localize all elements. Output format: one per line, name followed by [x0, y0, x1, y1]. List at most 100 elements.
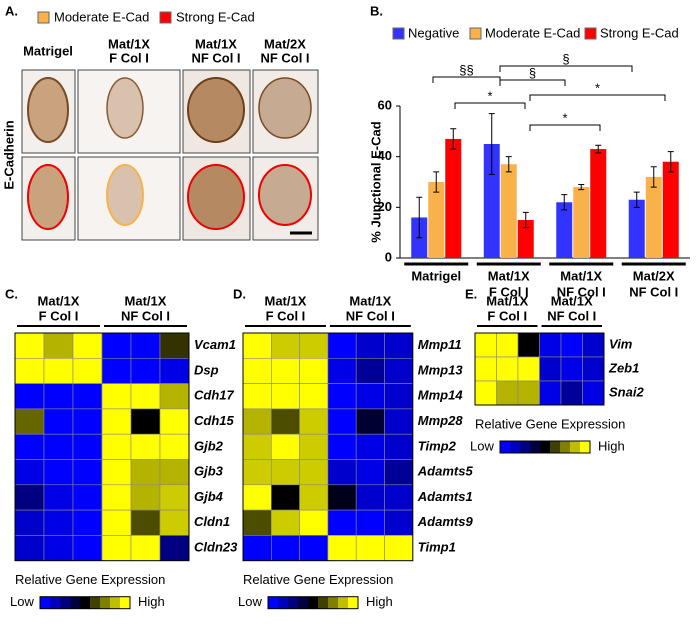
heatmap-cell [130, 509, 161, 536]
colorbar-swatch [530, 441, 540, 453]
row-label: Cdh15 [194, 413, 235, 428]
panel-label: A. [5, 3, 18, 18]
row-label: Vim [609, 336, 633, 351]
heatmap-cell [270, 357, 300, 384]
heatmap-cell [299, 535, 329, 562]
heatmap-cell [159, 459, 190, 486]
column-header: Mat/1X [349, 293, 391, 308]
cell-cluster [27, 77, 69, 143]
colorbar-swatch [500, 441, 510, 453]
colorbar-swatch [298, 596, 308, 609]
heatmap-cell [159, 509, 190, 536]
heatmap-cell [474, 332, 497, 358]
heatmap-cell [299, 383, 329, 410]
colorbar-high: High [366, 594, 393, 609]
row-label: Snai2 [609, 384, 644, 399]
heatmap-frame [242, 332, 414, 562]
significance-label: §§ [459, 62, 473, 77]
colorbar-title: Relative Gene Expression [243, 572, 393, 587]
heatmap-cell [270, 484, 300, 511]
column-header: NF Col I [191, 50, 240, 65]
row-label: Timp2 [418, 438, 457, 453]
row-label: Gjb3 [194, 464, 224, 479]
cell-cluster [27, 164, 69, 230]
significance-label: * [562, 110, 567, 125]
column-header: Mat/2X [264, 36, 306, 51]
heatmap-cell [327, 357, 357, 384]
heatmap-cell [582, 332, 605, 358]
heatmap-cell [130, 459, 161, 486]
colorbar-swatch [288, 596, 298, 609]
column-header: Mat/1X [108, 36, 150, 51]
heatmap-cell [242, 535, 272, 562]
bar [517, 220, 534, 258]
heatmap-cell [539, 380, 562, 406]
colorbar-frame [499, 440, 591, 454]
heatmap-cell [43, 357, 74, 384]
heatmap-cell [270, 535, 300, 562]
heatmap-cell [242, 509, 272, 536]
colorbar-title: Relative Gene Expression [15, 572, 165, 587]
legend-label: Strong E-Cad [176, 9, 255, 24]
heatmap-cell [43, 383, 74, 410]
heatmap-cell [270, 433, 300, 460]
heatmap-cell [496, 356, 519, 382]
heatmap-cell [159, 357, 190, 384]
row-label: Vcam1 [194, 337, 236, 352]
heatmap-cell [72, 332, 103, 359]
row-label: Mmp28 [418, 413, 464, 428]
colorbar-swatch [348, 596, 358, 609]
heatmap-cell [299, 484, 329, 511]
y-tick-label: 60 [378, 97, 392, 112]
colorbar-high: High [138, 594, 165, 609]
colorbar-swatch [550, 441, 560, 453]
significance-label: § [562, 51, 569, 66]
x-tick-label: NF Col I [557, 284, 606, 299]
heatmap-cell [270, 459, 300, 486]
error-bar [488, 113, 495, 175]
heatmap-cell [384, 535, 414, 562]
heatmap-cell [270, 332, 300, 359]
legend-swatch [392, 27, 405, 40]
colorbar-frame [267, 596, 359, 610]
error-bar [416, 196, 423, 239]
heatmap-cell [270, 509, 300, 536]
colorbar-swatch [318, 596, 328, 609]
y-tick-label: 40 [378, 148, 392, 163]
heatmap-cell [517, 356, 540, 382]
heatmap-cell [299, 357, 329, 384]
colorbar-swatch [510, 441, 520, 453]
heatmap-cell [582, 380, 605, 406]
heatmap-cell [327, 332, 357, 359]
heatmap-cell [327, 509, 357, 536]
heatmap-cell [560, 332, 583, 358]
heatmap-cell [72, 408, 103, 435]
bar [500, 164, 517, 258]
row-label: Adamts1 [417, 489, 473, 504]
bar [428, 182, 445, 258]
heatmap-cell [270, 383, 300, 410]
colorbar-swatch [100, 596, 110, 609]
bar [645, 176, 662, 258]
heatmap-cell [355, 509, 385, 536]
heatmap-cell [130, 332, 161, 359]
x-tick-label: F Col I [489, 284, 529, 299]
x-tick-label: NF Col I [629, 284, 678, 299]
row-label: Cdh17 [194, 388, 235, 403]
panel-a-images [21, 69, 319, 241]
colorbar-swatch [328, 596, 338, 609]
significance-label: * [595, 80, 600, 95]
heatmap-cell [384, 433, 414, 460]
x-tick-label: Mat/1X [560, 268, 602, 283]
row-label: Dsp [194, 362, 219, 377]
colorbar-swatch [580, 441, 590, 453]
colorbar-swatch [90, 596, 100, 609]
heatmap-cell [159, 433, 190, 460]
heatmap-cell [72, 383, 103, 410]
heatmap-cell [384, 383, 414, 410]
colorbar-swatch [570, 441, 580, 453]
heatmap-cell [242, 408, 272, 435]
colorbar-swatch [278, 596, 288, 609]
heatmap-frame [474, 332, 605, 406]
heatmap-cell [43, 433, 74, 460]
